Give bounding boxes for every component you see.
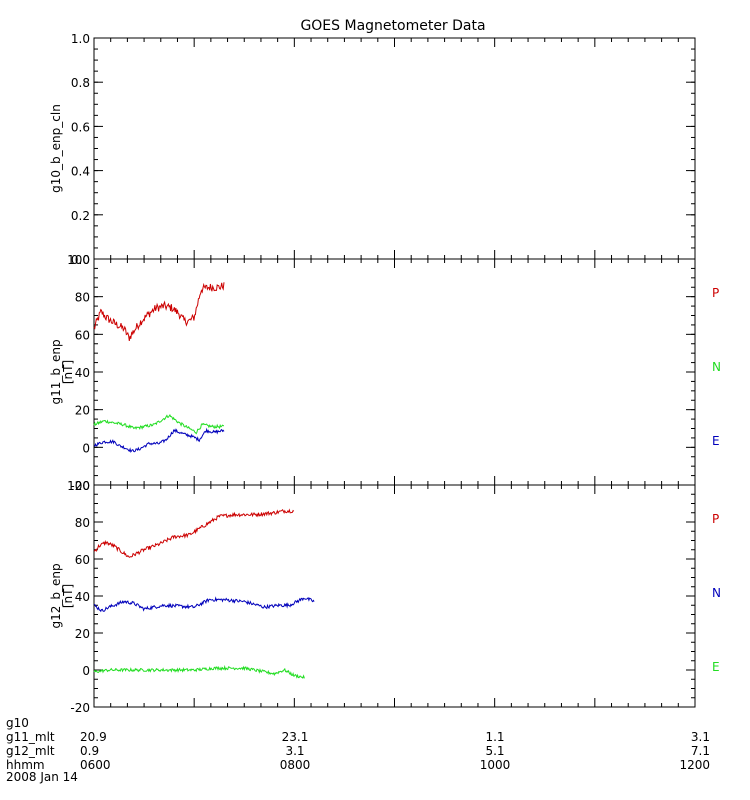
y-axis-unit: [nT]: [61, 584, 75, 608]
y-tick-label: 80: [75, 516, 90, 530]
series-label-p: P: [712, 286, 719, 300]
series-label-n: N: [712, 360, 721, 374]
footer-row-label: hhmm: [6, 758, 45, 772]
panel-frame: [93, 37, 696, 260]
series-line-e: [93, 427, 225, 453]
panel-frame: [93, 484, 696, 708]
y-tick-label: 40: [75, 590, 90, 604]
footer-value: 1200: [679, 758, 710, 772]
y-tick-label: 0.6: [71, 120, 90, 134]
panel-3: -20 0 20 40 60 80 100 g12_b_enp[nT] P N E: [49, 479, 721, 715]
footer-value: 7.1: [691, 744, 710, 758]
series-label-e: E: [712, 660, 720, 674]
y-tick-label: -20: [70, 479, 90, 493]
series-label-e: E: [712, 434, 720, 448]
y-tick-label: 0.8: [71, 76, 90, 90]
series-line-e: [93, 664, 305, 679]
y-axis-label: g12_b_enp: [49, 563, 63, 628]
panels: 0.0 0.2 0.4 0.6 0.8 1.0 g10_b_enp_cln -20 0 20 40 6…: [49, 32, 721, 715]
y-tick-label: 80: [75, 291, 90, 305]
y-axis-unit: [nT]: [61, 360, 75, 384]
y-tick-label: 100: [67, 479, 90, 493]
y-tick-label: 60: [75, 553, 90, 567]
footer-value: 3.1: [285, 744, 304, 758]
panel-1: 0.0 0.2 0.4 0.6 0.8 1.0 g10_b_enp_cln: [49, 32, 696, 267]
y-tick-label: -20: [70, 701, 90, 715]
y-tick-label: 40: [75, 366, 90, 380]
footer-value: 1.1: [485, 730, 504, 744]
series-line-n: [93, 414, 225, 435]
footer-row-label: g12_mlt: [6, 744, 55, 758]
footer-value: 3.1: [691, 730, 710, 744]
y-axis-label: g11_b_enp: [49, 339, 63, 404]
y-tick-label: 60: [75, 328, 90, 342]
series-line-n: [93, 596, 315, 613]
y-tick-label: 20: [75, 404, 90, 418]
footer-value: 0600: [80, 758, 111, 772]
y-tick-label: 0: [82, 664, 90, 678]
y-tick-label: 0: [82, 441, 90, 455]
series-label-n: N: [712, 586, 721, 600]
footer-row-label: 2008 Jan 14: [6, 770, 78, 784]
footer-value: 0800: [280, 758, 311, 772]
footer-value: 20.9: [80, 730, 107, 744]
series-line-p: [93, 282, 225, 341]
y-tick-label: 0.0: [71, 253, 90, 267]
panel-frame: [93, 258, 696, 486]
chart-title: GOES Magnetometer Data: [300, 18, 485, 34]
y-tick-label: 0.2: [71, 209, 90, 223]
y-tick-label: 1.0: [71, 32, 90, 46]
y-axis-label: g10_b_enp_cln: [49, 104, 63, 193]
series-line-p: [93, 508, 295, 558]
footer-row-label: g10: [6, 716, 29, 730]
y-tick-label: 20: [75, 627, 90, 641]
footer-row-label: g11_mlt: [6, 730, 55, 744]
y-tick-label: 0.4: [71, 165, 90, 179]
y-tick-label: 100: [67, 253, 90, 267]
footer-value: 5.1: [485, 744, 504, 758]
footer-value: 1000: [480, 758, 511, 772]
footer-value: 0.9: [80, 744, 99, 758]
panel-2: -20 0 20 40 60 80 100 g11_b_enp[nT] P N E: [49, 253, 721, 493]
series-label-p: P: [712, 512, 719, 526]
footer-value: 23.1: [282, 730, 309, 744]
